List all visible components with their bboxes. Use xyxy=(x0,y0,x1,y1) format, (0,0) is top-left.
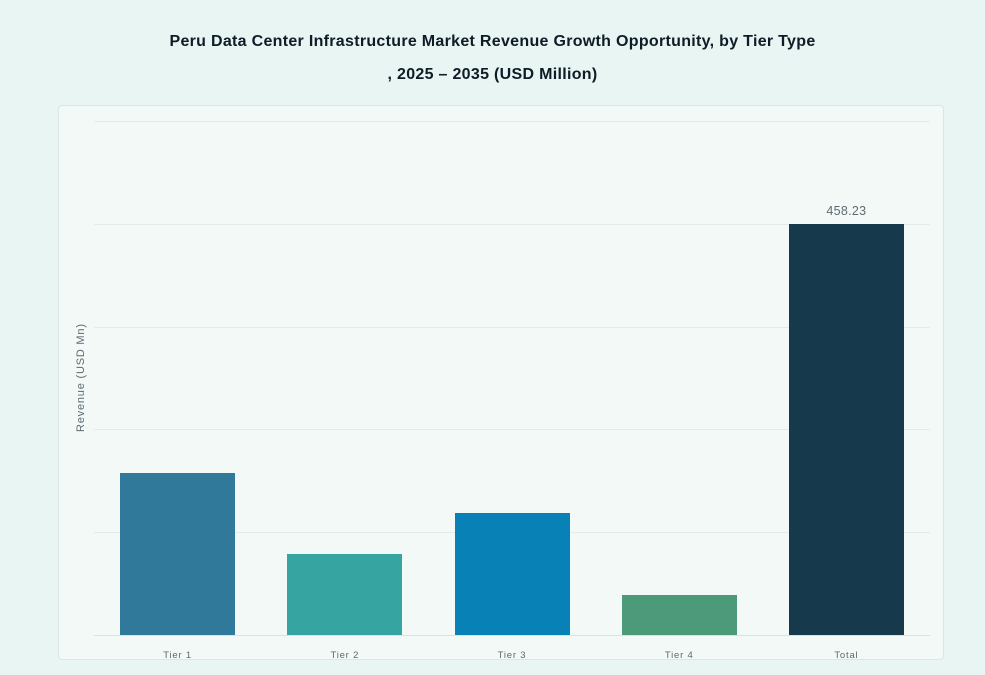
bar-tier-4 xyxy=(621,594,737,635)
bar-slot-tier-4: Tier 4 xyxy=(596,121,763,661)
gridline xyxy=(94,635,930,636)
bars-container: Tier 1 Tier 2 Tier 3 Tier 4 458.23 Total xyxy=(94,121,930,661)
bar-value-label: 458.23 xyxy=(826,203,867,218)
x-axis-tick-label: Tier 3 xyxy=(497,650,527,661)
y-axis-label: Revenue (USD Mn) xyxy=(75,323,87,433)
x-axis-tick-label: Tier 2 xyxy=(330,650,360,661)
bar-slot-tier-1: Tier 1 xyxy=(94,121,261,661)
chart-title-line1: Peru Data Center Infrastructure Market R… xyxy=(169,33,816,50)
plot-area: Tier 1 Tier 2 Tier 3 Tier 4 458.23 Total xyxy=(94,121,930,661)
bar-slot-tier-2: Tier 2 xyxy=(261,121,428,661)
bar-total xyxy=(788,223,904,635)
gridline xyxy=(94,326,930,328)
bar-slot-total: 458.23 Total xyxy=(763,121,930,661)
chart-title: Peru Data Center Infrastructure Market R… xyxy=(0,33,985,84)
x-axis-tick-label: Tier 1 xyxy=(163,650,192,661)
x-axis-tick-label: Tier 4 xyxy=(664,650,694,661)
chart-card: Revenue (USD Mn) Tier 1 Tier 2 Tier 3 Tier … xyxy=(58,105,944,661)
gridline xyxy=(94,429,930,431)
bar-tier-2 xyxy=(287,554,403,635)
bar-tier-3 xyxy=(454,513,570,635)
bar-tier-1 xyxy=(120,472,236,635)
chart-title-line2: , 2025 – 2035 (USD Million) xyxy=(387,66,598,83)
bar-slot-tier-3: Tier 3 xyxy=(428,121,595,661)
gridline xyxy=(94,121,930,122)
gridline xyxy=(94,223,930,225)
x-axis-tick-label: Total xyxy=(834,650,859,661)
